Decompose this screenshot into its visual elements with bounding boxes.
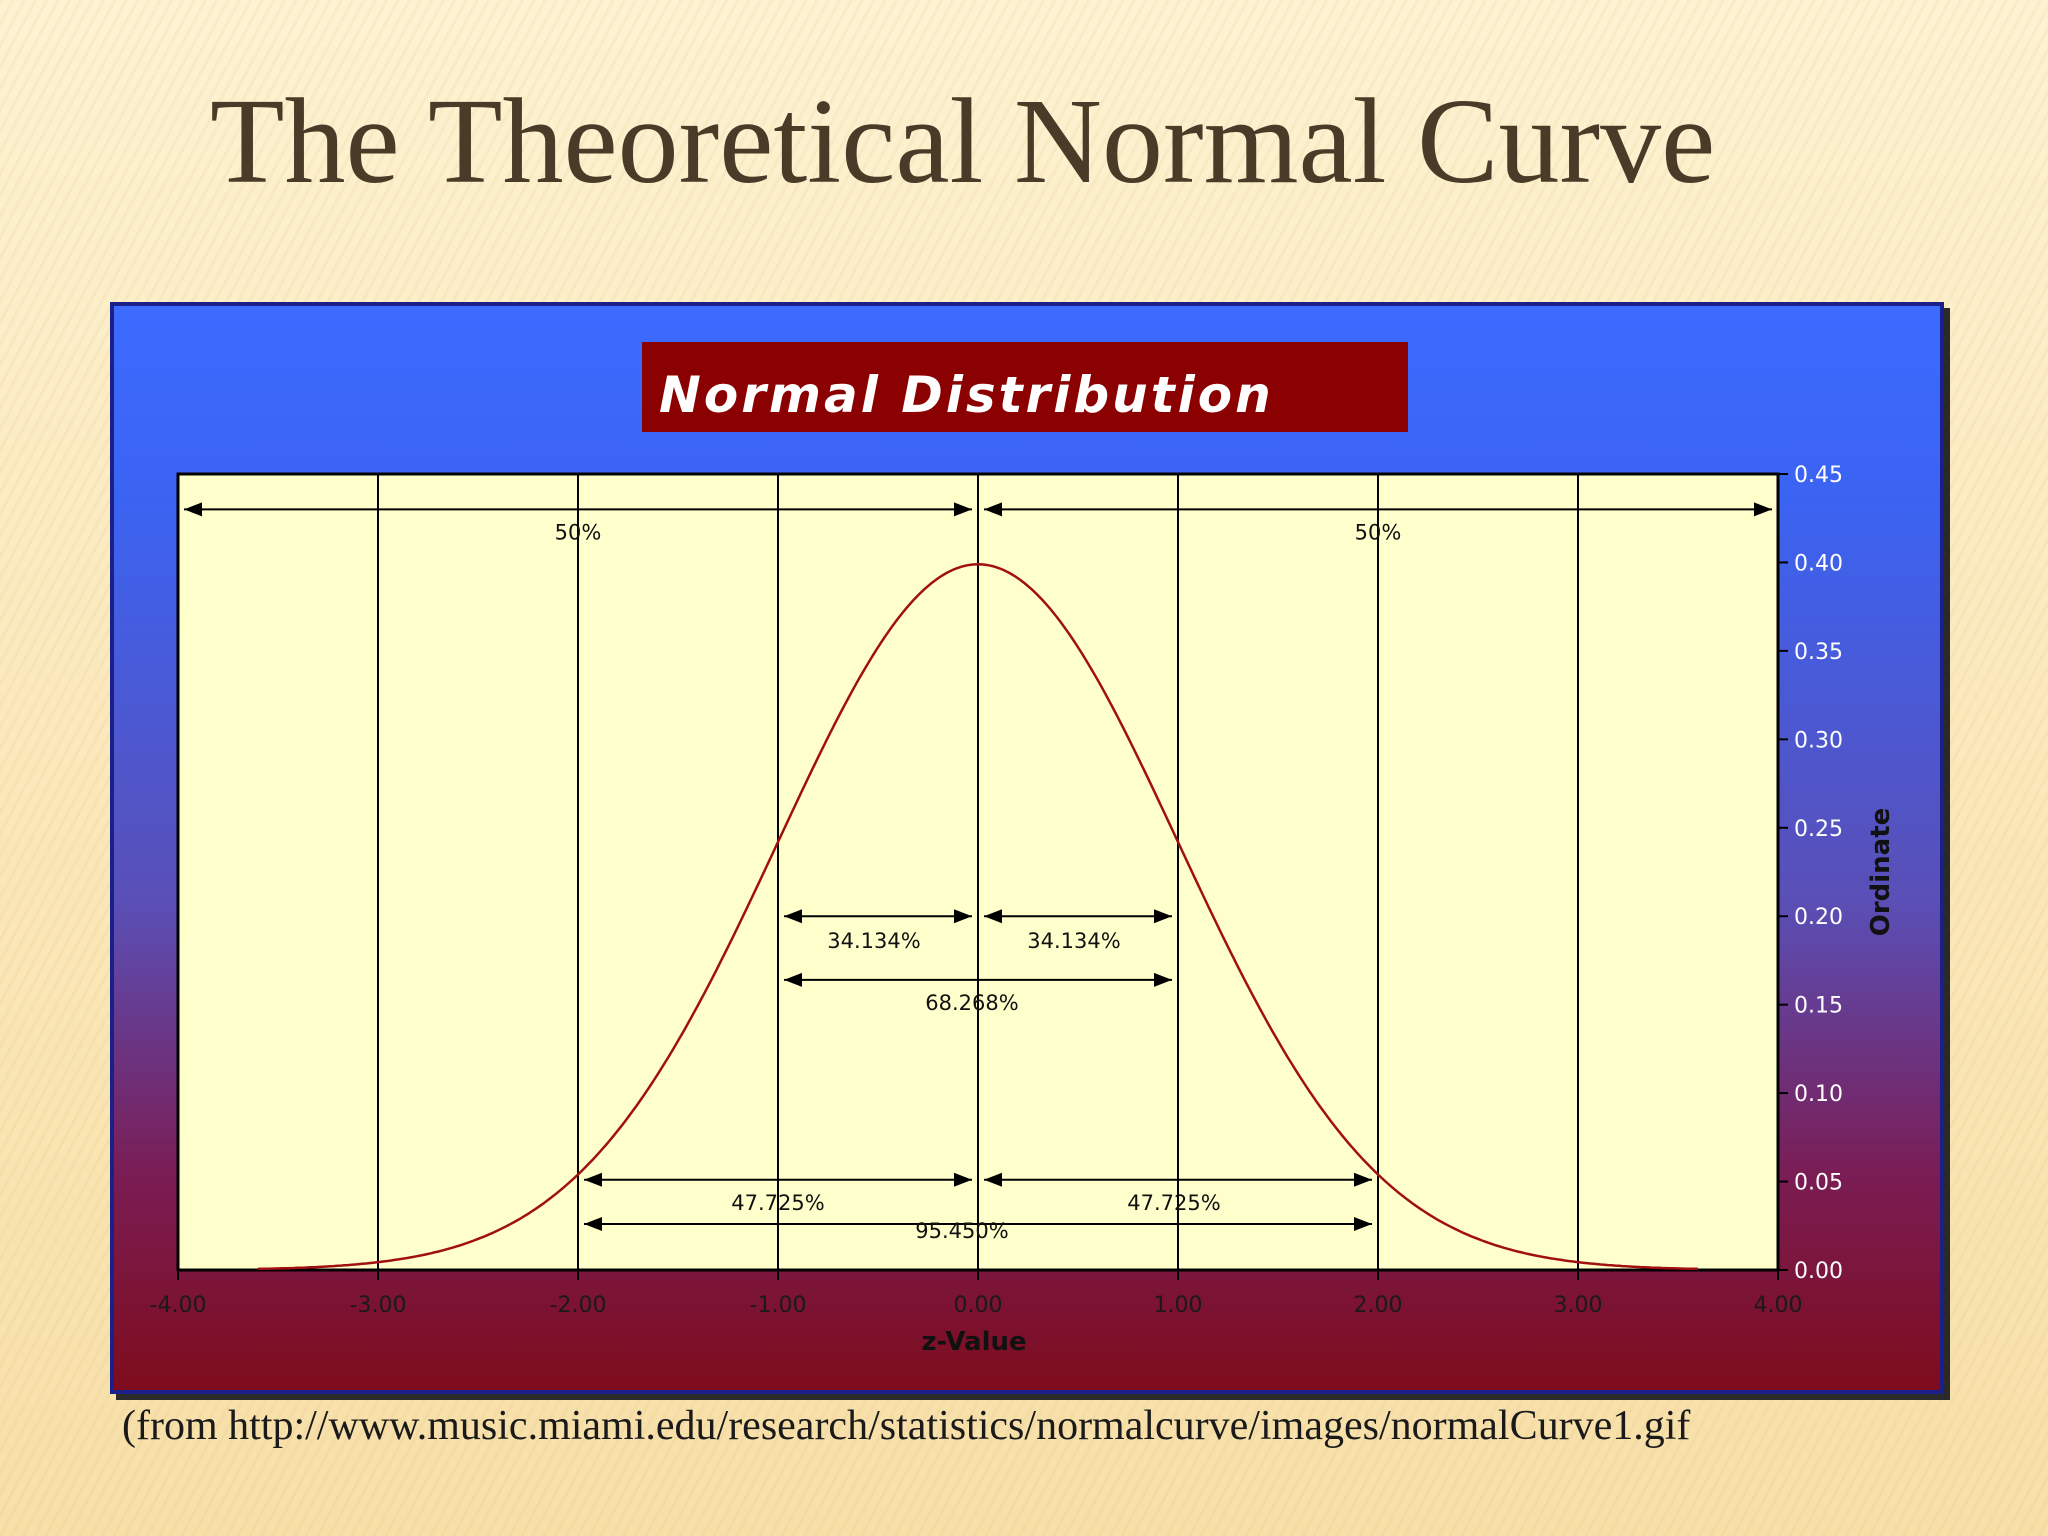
x-axis: -4.00 -3.00 -2.00 -1.00 0.00 1.00 2.00 3.00 4.00: [150, 1270, 1803, 1318]
normal-distribution-chart: Normal Distribution 0.00 0.05 0.10 0.15 0.20…: [150, 342, 1896, 1357]
arrow-head: [1354, 1217, 1372, 1232]
x-tick-label: 1.00: [1154, 1293, 1203, 1318]
x-tick-label: 2.00: [1354, 1293, 1403, 1318]
arrow-head: [1354, 1172, 1372, 1187]
x-tick-label: 0.00: [954, 1293, 1003, 1318]
arrow-head: [954, 1172, 972, 1187]
x-tick-label: 4.00: [1754, 1293, 1803, 1318]
arrow-head: [984, 502, 1002, 517]
y-tick-label: 0.25: [1794, 817, 1843, 842]
y-axis: 0.00 0.05 0.10 0.15 0.20 0.25 0.30 0.35 0.40 0.45: [1776, 463, 1843, 1284]
x-tick-label: -3.00: [350, 1293, 407, 1318]
arrow-head: [954, 502, 972, 517]
arrow-head: [954, 909, 972, 924]
normal-curve-line: [257, 563, 1699, 1271]
x-tick-label: 3.00: [1554, 1293, 1603, 1318]
slide-title: The Theoretical Normal Curve: [210, 74, 1716, 209]
arrow-head: [984, 909, 1002, 924]
annotation-label: 50%: [1355, 520, 1402, 544]
arrow-head: [1154, 972, 1172, 987]
chart-title: Normal Distribution: [659, 366, 1274, 424]
y-tick-label: 0.40: [1794, 551, 1843, 576]
y-tick-label: 0.00: [1794, 1259, 1843, 1284]
y-tick-label: 0.15: [1794, 994, 1843, 1019]
arrow-head: [1154, 909, 1172, 924]
y-tick-label: 0.10: [1794, 1082, 1843, 1107]
annotations: 50% 50% 34.134% 34.134% 68.268% 47.725% 47.725…: [184, 502, 1772, 1243]
arrow-head: [584, 1172, 602, 1187]
y-tick-label: 0.05: [1794, 1171, 1843, 1196]
y-tick-label: 0.30: [1794, 728, 1843, 753]
arrow-head: [784, 972, 802, 987]
arrow-head: [584, 1217, 602, 1232]
annotation-label: 95.450%: [915, 1219, 1008, 1243]
y-tick-label: 0.35: [1794, 640, 1843, 665]
y-tick-label: 0.20: [1794, 905, 1843, 930]
annotation-label: 47.725%: [1127, 1191, 1220, 1215]
x-tick-label: -1.00: [750, 1293, 807, 1318]
gridlines: [377, 474, 1579, 1270]
chart-title-box: [642, 342, 1408, 432]
annotation-label: 47.725%: [731, 1191, 824, 1215]
arrow-head: [1754, 502, 1772, 517]
annotation-label: 68.268%: [925, 991, 1018, 1015]
arrow-head: [184, 502, 202, 517]
x-tick-label: -4.00: [150, 1293, 207, 1318]
x-axis-label: z-Value: [921, 1327, 1026, 1357]
annotation-label: 34.134%: [827, 929, 920, 953]
y-tick-label: 0.45: [1794, 463, 1843, 488]
annotation-label: 50%: [555, 520, 602, 544]
arrow-head: [984, 1172, 1002, 1187]
source-caption: (from http://www.music.miami.edu/researc…: [122, 1403, 1691, 1449]
annotation-label: 34.134%: [1027, 929, 1120, 953]
x-tick-label: -2.00: [550, 1293, 607, 1318]
y-axis-label: Ordinate: [1866, 808, 1896, 937]
chart-panel: Normal Distribution 0.00 0.05 0.10 0.15 0.20…: [110, 302, 1944, 1394]
arrow-head: [784, 909, 802, 924]
